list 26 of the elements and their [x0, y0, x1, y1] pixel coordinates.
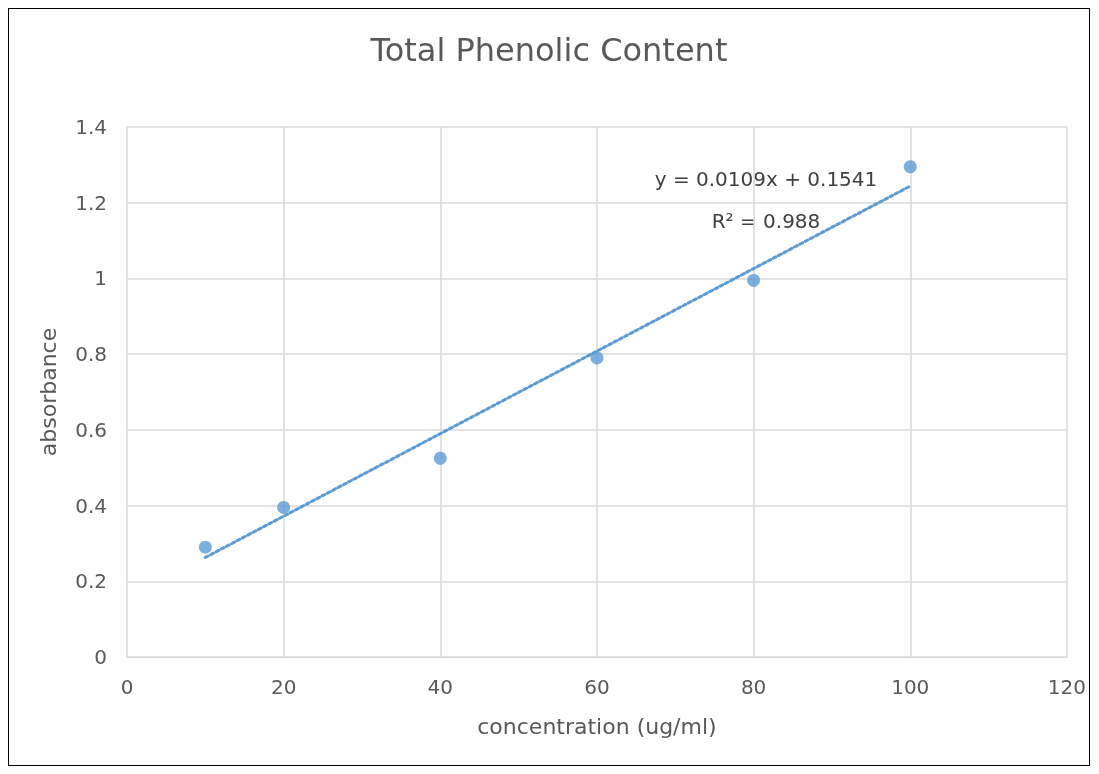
y-tick-label: 1.4: [75, 115, 107, 139]
annotation: R² = 0.988: [711, 209, 821, 233]
y-tick-label: 1.2: [75, 190, 107, 215]
y-tick-label: 0.2: [75, 569, 107, 594]
x-axis-title: concentration (ug/ml): [477, 713, 717, 739]
x-tick-label: 120: [1047, 675, 1087, 699]
y-tick-label: 0.4: [75, 493, 107, 518]
y-tick-label: 0.8: [75, 342, 107, 367]
point: [590, 351, 604, 365]
y-tick-label: 0.6: [75, 417, 107, 442]
x-tick-label: 40: [427, 675, 454, 699]
y-tick-label: 0: [94, 645, 107, 669]
point: [277, 500, 291, 514]
x-tick-label: 0: [120, 675, 134, 699]
y-tick-label: 1: [94, 266, 107, 291]
point: [433, 451, 447, 465]
point: [903, 160, 917, 174]
x-tick-label: 80: [740, 675, 767, 699]
point: [198, 540, 212, 554]
annotation: y = 0.0109x + 0.1541: [654, 167, 878, 191]
x-tick-label: 60: [584, 675, 610, 699]
x-tick-label: 20: [270, 675, 297, 699]
y-axis-title: absorbance: [35, 327, 61, 457]
x-tick-label: 100: [891, 675, 930, 699]
chart-title: Total Phenolic Content: [369, 31, 728, 69]
point: [747, 273, 761, 287]
